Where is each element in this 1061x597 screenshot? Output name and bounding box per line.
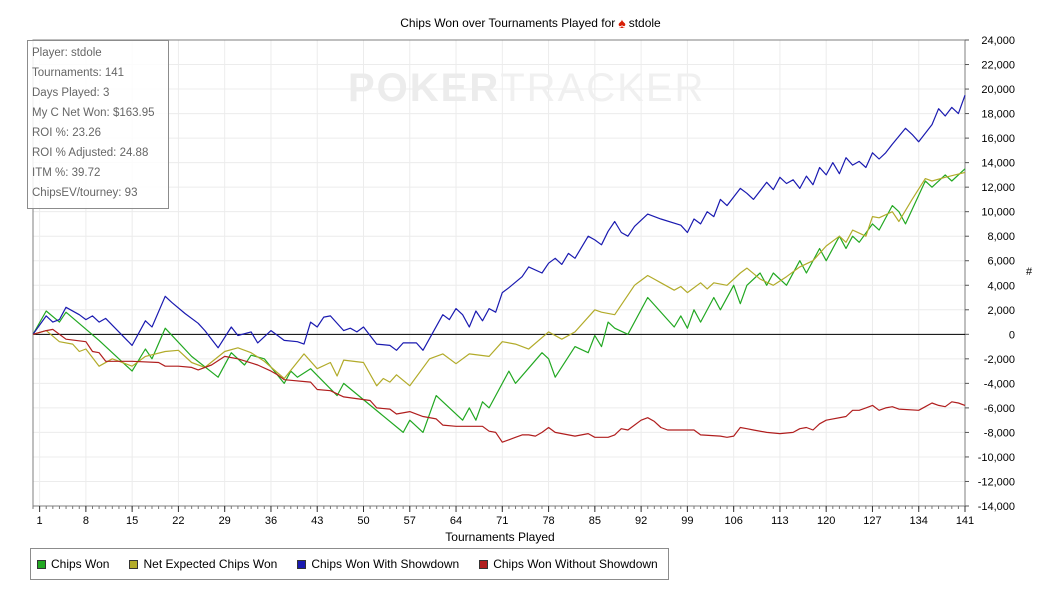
stat-line: Player: stdole bbox=[32, 47, 102, 59]
stat-line: My C Net Won: $163.95 bbox=[32, 107, 155, 119]
y-tick-label: 18,000 bbox=[981, 109, 1015, 121]
x-tick-label: 134 bbox=[910, 515, 928, 527]
spade-icon: ♠ bbox=[618, 15, 626, 31]
x-tick-label: 78 bbox=[542, 515, 554, 527]
stat-line: ITM %: 39.72 bbox=[32, 167, 101, 179]
y-tick-label: -12,000 bbox=[978, 476, 1015, 488]
legend-label: Chips Won With Showdown bbox=[311, 557, 460, 571]
x-tick-label: 127 bbox=[863, 515, 881, 527]
x-tick-label: 22 bbox=[172, 515, 184, 527]
legend-item: Chips Won With Showdown bbox=[297, 557, 459, 571]
y-tick-label: 10,000 bbox=[981, 207, 1015, 219]
y-tick-label: -4,000 bbox=[984, 378, 1015, 390]
legend-label: Net Expected Chips Won bbox=[143, 557, 278, 571]
legend-swatch bbox=[129, 559, 139, 569]
legend-item: Net Expected Chips Won bbox=[129, 557, 277, 571]
x-tick-label: 50 bbox=[357, 515, 369, 527]
legend-swatch bbox=[37, 559, 46, 569]
y-tick-label: 8,000 bbox=[987, 231, 1015, 243]
x-tick-label: 113 bbox=[771, 515, 789, 527]
player-stats-box: Player: stdole Tournaments: 141 Days Playe… bbox=[27, 40, 169, 209]
y-tick-label: -2,000 bbox=[984, 354, 1015, 366]
y-axis-label: # bbox=[1026, 266, 1033, 278]
chart-legend: Chips Won Net Expected Chips Won Chips Won… bbox=[30, 548, 669, 580]
y-tick-label: -6,000 bbox=[984, 403, 1015, 415]
title-player-name: stdole bbox=[628, 16, 661, 30]
x-tick-label: 99 bbox=[681, 515, 693, 527]
stat-line: ChipsEV/tourney: 93 bbox=[32, 187, 138, 199]
y-tick-label: -14,000 bbox=[978, 501, 1015, 513]
y-tick-label: 24,000 bbox=[981, 35, 1015, 47]
legend-item: Chips Won Without Showdown bbox=[479, 557, 658, 571]
x-tick-label: 92 bbox=[635, 515, 647, 527]
x-tick-label: 57 bbox=[404, 515, 416, 527]
stat-line: ROI % Adjusted: 24.88 bbox=[32, 147, 149, 159]
x-tick-label: 8 bbox=[83, 515, 89, 527]
y-tick-label: 20,000 bbox=[981, 84, 1015, 96]
legend-label: Chips Won Without Showdown bbox=[493, 557, 658, 571]
x-tick-label: 15 bbox=[126, 515, 138, 527]
x-tick-label: 36 bbox=[265, 515, 277, 527]
x-tick-label: 120 bbox=[817, 515, 835, 527]
chart-title: Chips Won over Tournaments Played for ♠ st… bbox=[0, 14, 1061, 31]
series-line-net-expected-chips-won bbox=[32, 171, 966, 387]
x-tick-label: 29 bbox=[219, 515, 231, 527]
series-lines bbox=[32, 94, 966, 443]
x-tick-label: 1 bbox=[37, 515, 43, 527]
series-line-chips-won-with-showdown bbox=[32, 94, 966, 351]
legend-item: Chips Won bbox=[37, 557, 109, 571]
series-line-chips-won bbox=[32, 168, 966, 433]
y-tick-label: 12,000 bbox=[981, 182, 1015, 194]
x-tick-label: 64 bbox=[450, 515, 462, 527]
x-tick-label: 71 bbox=[496, 515, 508, 527]
plot-area bbox=[32, 39, 966, 507]
y-tick-label: 2,000 bbox=[987, 305, 1015, 317]
x-axis-ticks: 1 8 15 22 29 36 43 50 57 64 71 78 85 92 99 106 113 120 127… bbox=[32, 506, 974, 527]
y-tick-label: 6,000 bbox=[987, 256, 1015, 268]
stat-line: Tournaments: 141 bbox=[32, 67, 125, 79]
series-line-chips-won-without-showdown bbox=[32, 328, 966, 443]
stat-line: ROI %: 23.26 bbox=[32, 127, 102, 139]
x-tick-label: 141 bbox=[956, 515, 974, 527]
legend-swatch bbox=[479, 559, 489, 569]
legend-swatch bbox=[297, 559, 307, 569]
y-tick-label: 0 bbox=[1009, 329, 1015, 341]
legend-label: Chips Won bbox=[51, 557, 110, 571]
x-tick-label: 43 bbox=[311, 515, 323, 527]
y-tick-label: 16,000 bbox=[981, 133, 1015, 145]
x-axis-label: Tournaments Played bbox=[445, 530, 555, 544]
pokertracker-watermark: POKERTRACKER bbox=[348, 66, 706, 110]
y-tick-label: 22,000 bbox=[981, 60, 1015, 72]
stat-line: Days Played: 3 bbox=[32, 87, 110, 99]
x-tick-label: 85 bbox=[589, 515, 601, 527]
y-tick-label: -10,000 bbox=[978, 452, 1015, 464]
title-prefix: Chips Won over Tournaments Played for bbox=[400, 16, 616, 30]
y-tick-label: -8,000 bbox=[984, 427, 1015, 439]
x-tick-label: 106 bbox=[724, 515, 742, 527]
y-tick-label: 14,000 bbox=[981, 158, 1015, 170]
y-tick-label: 4,000 bbox=[987, 280, 1015, 292]
y-axis-ticks: 24,000 22,000 20,000 18,000 16,000 14,000 12,0… bbox=[965, 35, 1015, 513]
